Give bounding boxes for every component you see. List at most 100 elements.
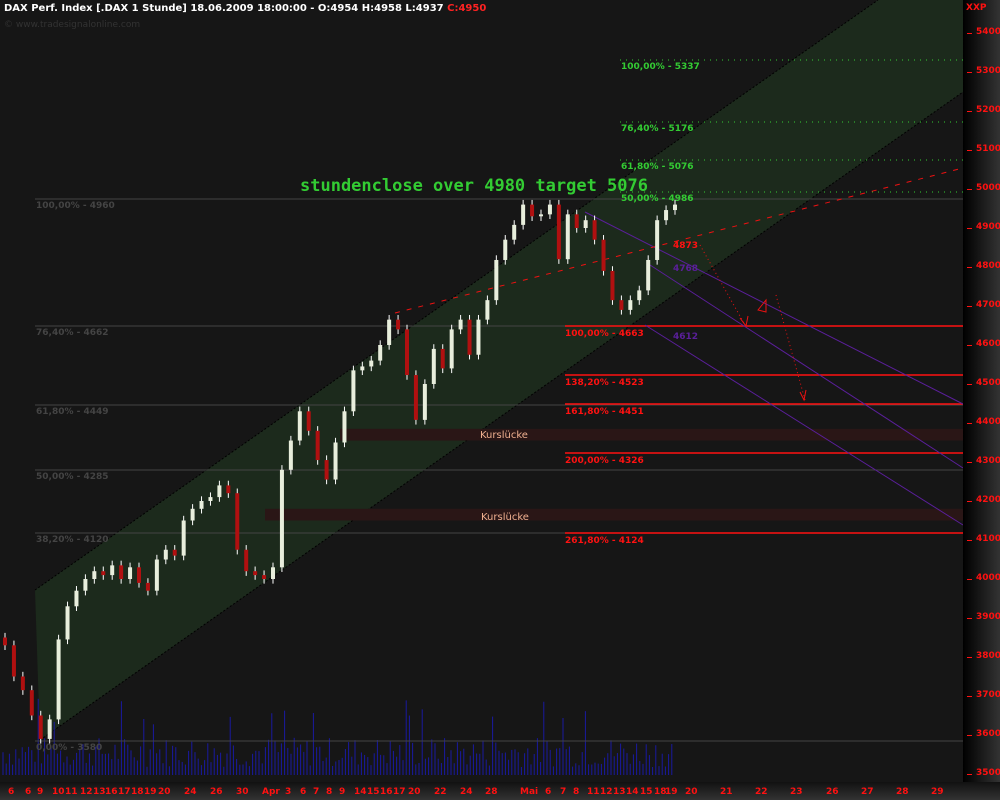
y-tick-label: 5100 bbox=[976, 144, 1000, 154]
candle-body bbox=[503, 239, 508, 260]
red-trendline bbox=[394, 167, 964, 314]
x-tick-label: 18 bbox=[131, 787, 144, 797]
pitchfork-line bbox=[644, 324, 964, 526]
candle-body bbox=[396, 319, 401, 330]
trade-annotation: stundenclose over 4980 target 5076 bbox=[300, 176, 648, 196]
arrowhead-icon bbox=[739, 315, 807, 402]
candle-body bbox=[172, 549, 177, 556]
candle-body bbox=[378, 345, 383, 361]
trend-channel bbox=[35, 0, 963, 740]
candle-body bbox=[235, 493, 240, 550]
candle-body bbox=[92, 571, 97, 579]
y-tick-label: 4000 bbox=[976, 573, 1000, 583]
candle-body bbox=[137, 567, 141, 583]
candle-body bbox=[145, 582, 150, 591]
candle-body bbox=[619, 300, 624, 310]
price-axis[interactable] bbox=[963, 0, 1000, 782]
candle-body bbox=[217, 485, 222, 498]
y-tick bbox=[967, 696, 972, 697]
y-tick bbox=[967, 384, 972, 385]
x-tick-label: 12 bbox=[80, 787, 93, 797]
candle-body bbox=[154, 559, 159, 591]
x-tick-label: 28 bbox=[896, 787, 909, 797]
x-tick-label: 6 bbox=[545, 787, 552, 797]
x-tick-label: 26 bbox=[210, 787, 223, 797]
y-tick bbox=[967, 774, 972, 775]
x-tick-label: 6 bbox=[300, 787, 307, 797]
y-tick bbox=[967, 267, 972, 268]
x-tick-label: 16 bbox=[105, 787, 118, 797]
y-tick-label: 3900 bbox=[976, 612, 1000, 622]
candle-body bbox=[38, 715, 43, 739]
x-tick-label: 20 bbox=[408, 787, 421, 797]
y-tick-label: 4500 bbox=[976, 378, 1000, 388]
pitchfork-line bbox=[584, 211, 964, 405]
candle-body bbox=[181, 520, 186, 556]
y-tick-label: 5300 bbox=[976, 66, 1000, 76]
y-tick bbox=[967, 501, 972, 502]
y-tick bbox=[967, 618, 972, 619]
projection-arrow-2 bbox=[775, 294, 806, 401]
axis-unit: XXP bbox=[966, 3, 987, 13]
y-tick bbox=[967, 150, 972, 151]
x-tick-label: 22 bbox=[755, 787, 768, 797]
level-label-purple-1: 4768 bbox=[673, 264, 699, 274]
y-tick-label: 3500 bbox=[976, 768, 1000, 778]
candle-body bbox=[610, 270, 615, 301]
x-tick-label: 13 bbox=[93, 787, 106, 797]
candle-body bbox=[655, 220, 660, 260]
candle-body bbox=[583, 220, 588, 228]
x-tick-label: 3 bbox=[285, 787, 292, 797]
candle-body bbox=[440, 348, 445, 369]
y-tick-label: 4200 bbox=[976, 495, 1000, 505]
candle-body bbox=[324, 460, 329, 480]
fib-down-label: 200,00% - 4326 bbox=[565, 456, 644, 466]
x-tick-label: 20 bbox=[685, 787, 698, 797]
fib-down-label: 161,80% - 4451 bbox=[565, 407, 644, 417]
fib-down-label: 138,20% - 4523 bbox=[565, 378, 644, 388]
x-tick-label: 26 bbox=[826, 787, 839, 797]
candle-body bbox=[190, 508, 195, 521]
candle-body bbox=[637, 290, 642, 301]
fib-left-label: 100,00% - 4960 bbox=[36, 201, 115, 211]
candle-body bbox=[539, 214, 543, 217]
y-tick-label: 4600 bbox=[976, 339, 1000, 349]
x-tick-label: 20 bbox=[158, 787, 171, 797]
candle-body bbox=[556, 204, 561, 260]
x-tick-label: 21 bbox=[720, 787, 733, 797]
x-tick-label: 23 bbox=[790, 787, 803, 797]
candle-body bbox=[387, 319, 392, 345]
candle-body bbox=[56, 639, 61, 720]
x-tick-label: 16 bbox=[380, 787, 393, 797]
x-tick-label: 19 bbox=[144, 787, 157, 797]
header-title: DAX Perf. Index [.DAX 1 Stunde] 18.06.20… bbox=[4, 3, 444, 14]
candle-body bbox=[413, 375, 418, 420]
candle-body bbox=[208, 497, 213, 501]
channel-upper-edge bbox=[34, 0, 879, 591]
candle-body bbox=[47, 719, 52, 739]
time-axis[interactable] bbox=[0, 782, 1000, 800]
candle-body bbox=[226, 485, 231, 494]
candle-body bbox=[592, 220, 597, 240]
candle-body bbox=[673, 204, 677, 211]
fib-down-label: 261,80% - 4124 bbox=[565, 536, 644, 546]
candle-body bbox=[521, 204, 526, 225]
candle-body bbox=[333, 442, 338, 480]
candle-body bbox=[315, 430, 320, 461]
y-tick-label: 3600 bbox=[976, 729, 1000, 739]
fib-left-label: 0,00% - 3580 bbox=[36, 743, 103, 753]
x-tick-label: 28 bbox=[485, 787, 498, 797]
x-tick-label: Mai bbox=[520, 787, 539, 797]
level-label-red: 4873 bbox=[673, 241, 699, 251]
header-close: C:4950 bbox=[447, 3, 487, 14]
y-tick-label: 4400 bbox=[976, 417, 1000, 427]
y-tick bbox=[967, 423, 972, 424]
candle-body bbox=[11, 645, 16, 677]
candle-body bbox=[3, 637, 7, 646]
fib-left-label: 50,00% - 4285 bbox=[36, 472, 109, 482]
candle-body bbox=[83, 579, 88, 591]
candle-body bbox=[467, 319, 472, 355]
x-tick-label: 8 bbox=[573, 787, 580, 797]
chart-header: DAX Perf. Index [.DAX 1 Stunde] 18.06.20… bbox=[4, 3, 486, 14]
x-tick-label: 6 bbox=[8, 787, 15, 797]
